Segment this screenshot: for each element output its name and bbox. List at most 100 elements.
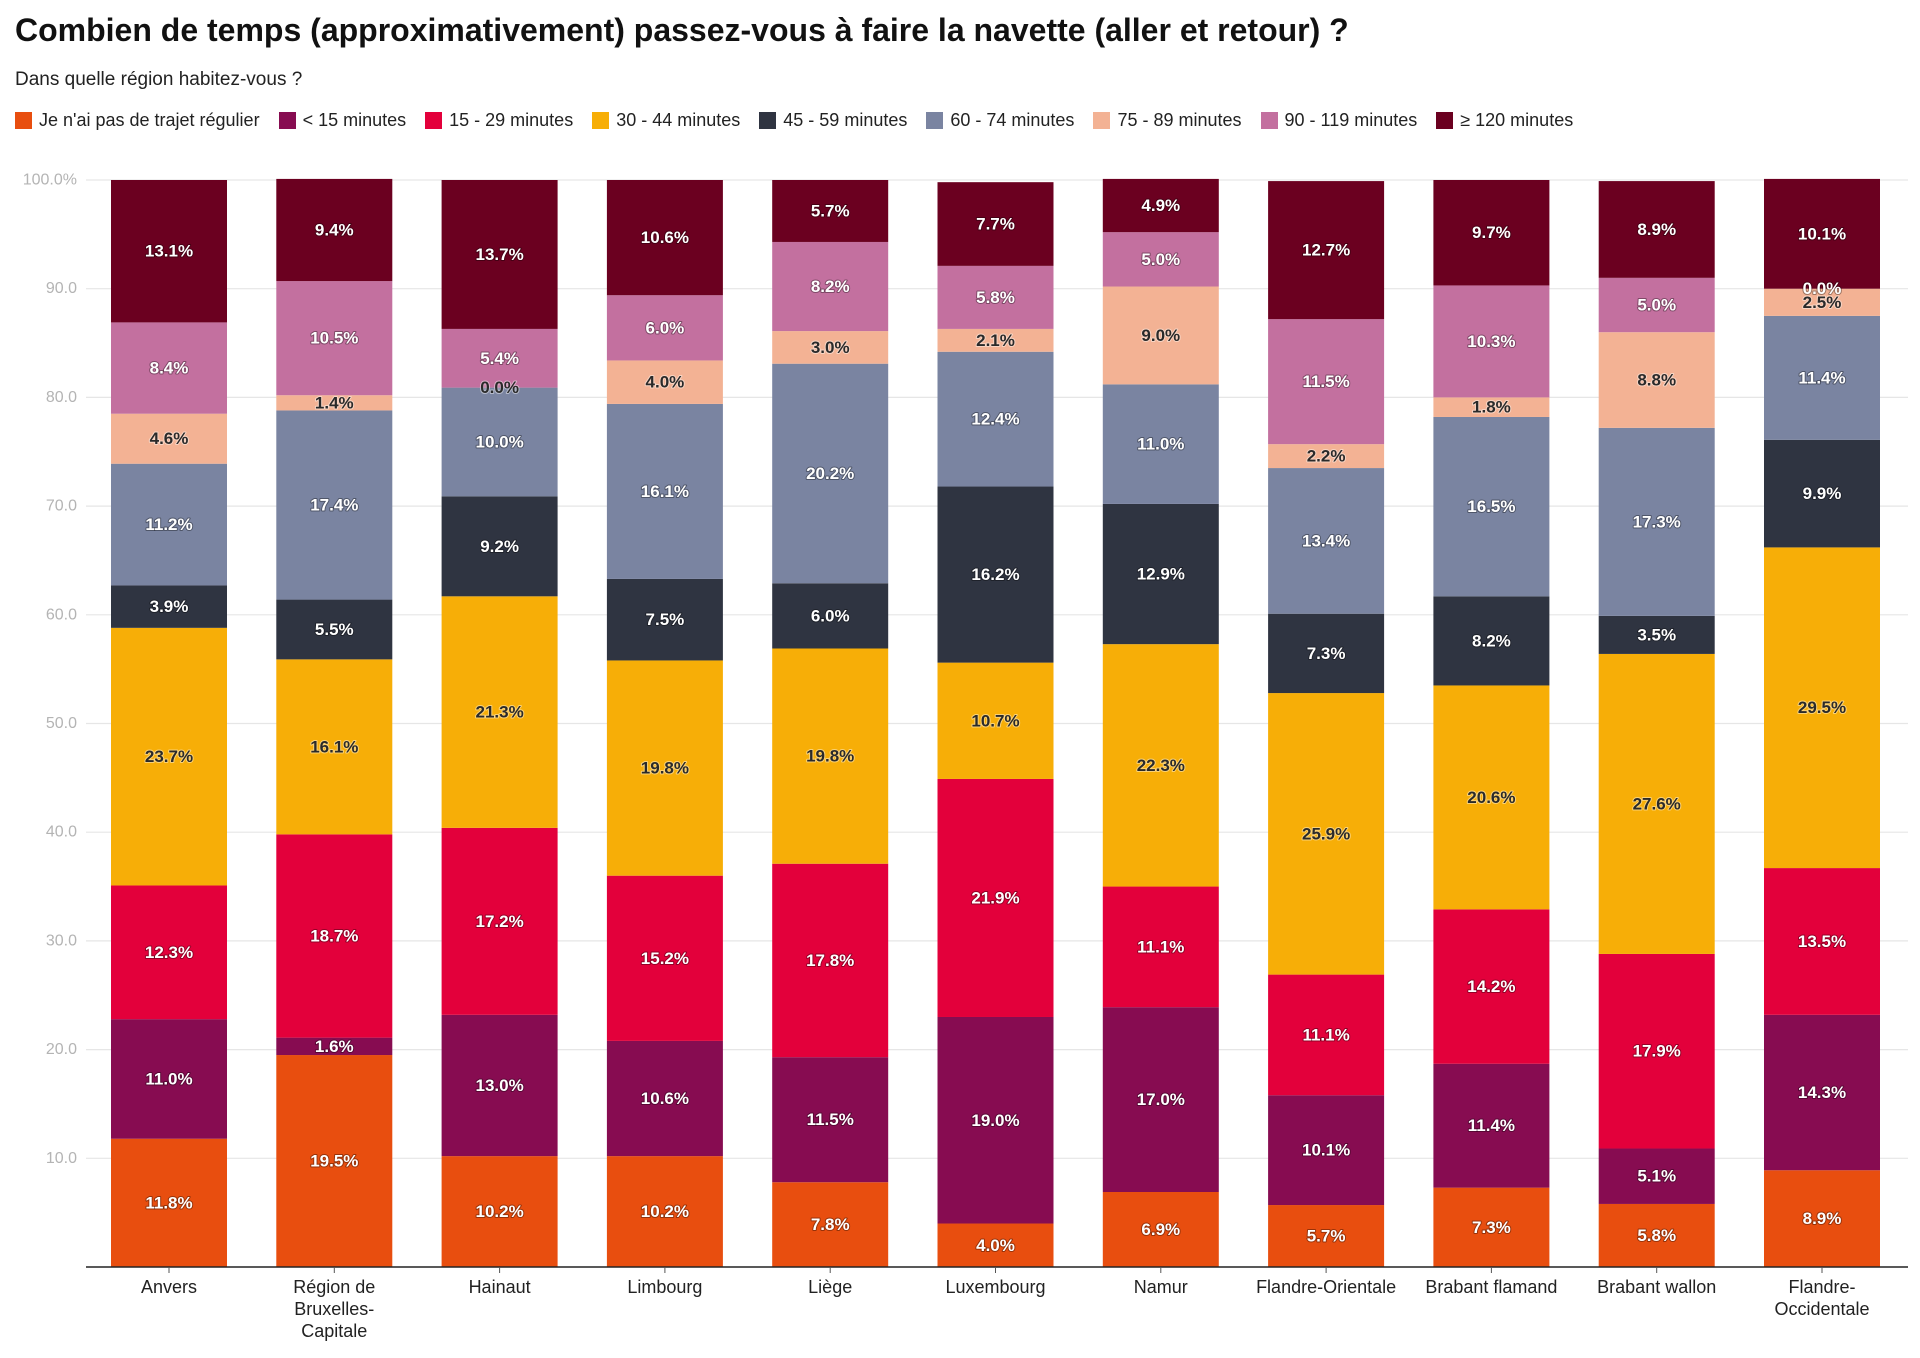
x-tick-label-line: Flandre- (1788, 1277, 1855, 1297)
data-label: 21.3% (475, 703, 523, 722)
bar-segment (606, 875, 723, 1041)
bar-segment (1268, 693, 1385, 975)
legend-label: ≥ 120 minutes (1460, 110, 1574, 130)
bar-segment (606, 180, 723, 296)
bar-segment (1102, 1191, 1219, 1267)
data-label: 2.2% (1307, 447, 1346, 466)
bar-segment (1102, 384, 1219, 504)
data-label: 17.3% (1633, 512, 1681, 531)
data-label: 18.7% (310, 927, 358, 946)
y-tick-label: 90.0 (46, 280, 77, 297)
data-label: 5.0% (1637, 296, 1676, 315)
bar-segment (937, 265, 1054, 329)
bar-segment (441, 1014, 558, 1157)
data-label: 0.0% (1803, 279, 1842, 298)
x-tick-label-line: Limbourg (627, 1277, 702, 1297)
legend-item: 60 - 74 minutes (926, 110, 1074, 131)
data-label: 7.3% (1307, 644, 1346, 663)
bar-segment (606, 403, 723, 579)
bar-segment (772, 1182, 889, 1267)
data-label: 13.7% (475, 245, 523, 264)
bar-segment (111, 413, 227, 464)
data-label: 8.8% (1637, 371, 1676, 390)
data-label: 3.9% (150, 597, 189, 616)
legend-swatch (278, 112, 296, 129)
data-label: 13.5% (1798, 932, 1846, 951)
chart-subtitle: Dans quelle région habitez-vous ? (15, 69, 303, 90)
data-label: 21.9% (971, 888, 1019, 907)
data-label: 11.8% (145, 1193, 192, 1212)
bar-segment (1433, 1187, 1550, 1267)
bar-segment (772, 1057, 889, 1183)
legend-item: ≥ 120 minutes (1436, 110, 1573, 131)
chart-title: Combien de temps (approximativement) pas… (15, 12, 1349, 48)
bar-segment (606, 295, 723, 361)
bar-segment (1102, 1007, 1219, 1192)
x-tick-label-line: Capitale (301, 1321, 367, 1341)
data-label: 17.0% (1137, 1090, 1185, 1109)
x-tick-label-line: Luxembourg (945, 1277, 1045, 1297)
legend-item: 45 - 59 minutes (759, 110, 907, 131)
data-label: 5.7% (1307, 1227, 1346, 1246)
data-label: 8.2% (811, 277, 850, 296)
bar-segment (1433, 596, 1550, 686)
data-label: 17.4% (310, 496, 358, 515)
data-label: 11.1% (1137, 937, 1184, 956)
bar-segment (276, 834, 393, 1038)
bar-segment (1433, 1063, 1550, 1188)
bar-segment (441, 387, 558, 497)
legend-swatch (1093, 112, 1111, 129)
bar-segment (772, 863, 889, 1058)
y-tick-label: 70.0 (46, 498, 77, 515)
bar-segment (1268, 613, 1385, 694)
legend-item: 90 - 119 minutes (1260, 110, 1417, 131)
data-label: 1.8% (1472, 398, 1511, 417)
bar-segment (937, 778, 1054, 1017)
bar-segment (1433, 685, 1550, 910)
y-tick-label: 100.0% (23, 172, 77, 189)
data-label: 5.5% (315, 620, 354, 639)
x-tick-label-line: Bruxelles- (294, 1299, 374, 1319)
legend-item: Je n'ai pas de trajet régulier (15, 110, 260, 131)
x-tick-label-line: Anvers (141, 1277, 197, 1297)
bar-segment (1102, 232, 1219, 287)
data-label: 11.4% (1468, 1116, 1515, 1135)
data-label: 1.4% (315, 393, 354, 412)
data-label: 10.0% (475, 432, 523, 451)
y-tick-label: 20.0 (46, 1041, 77, 1058)
bar-segment (1598, 427, 1715, 616)
data-label: 6.0% (646, 318, 685, 337)
bar-segment (111, 1138, 227, 1267)
data-label: 9.2% (480, 537, 519, 556)
data-label: 13.0% (475, 1076, 523, 1095)
bar-segment (441, 827, 558, 1015)
bar-segment (111, 885, 227, 1020)
data-label: 14.2% (1467, 977, 1515, 996)
bar-segment (1268, 1205, 1385, 1267)
x-tick-label: Flandre-Occidentale (1774, 1277, 1869, 1319)
data-label: 19.0% (971, 1111, 1019, 1130)
data-label: 5.8% (1637, 1226, 1676, 1245)
data-label: 20.6% (1467, 788, 1515, 807)
bar-segment (441, 1156, 558, 1267)
data-label: 11.5% (807, 1110, 854, 1129)
data-label: 12.7% (1302, 241, 1350, 260)
bar-segment (937, 662, 1054, 779)
legend-swatch (1260, 112, 1278, 129)
data-label: 10.1% (1798, 224, 1846, 243)
bar-segment (1433, 180, 1550, 286)
data-label: 13.1% (145, 242, 193, 261)
data-label: 16.2% (971, 565, 1019, 584)
bar-segment (772, 583, 889, 649)
x-tick-label-line: Liège (808, 1277, 852, 1297)
bar-segment (1102, 644, 1219, 887)
bar-segment (1433, 397, 1550, 417)
x-tick-label-line: Namur (1134, 1277, 1188, 1297)
bar-segment (772, 648, 889, 864)
data-label: 7.7% (976, 215, 1015, 234)
data-label: 7.8% (811, 1215, 850, 1234)
bar-segment (1598, 615, 1715, 654)
data-label: 4.0% (976, 1236, 1015, 1255)
x-tick-label: Flandre-Orientale (1256, 1277, 1396, 1297)
bar-segment (772, 180, 889, 242)
